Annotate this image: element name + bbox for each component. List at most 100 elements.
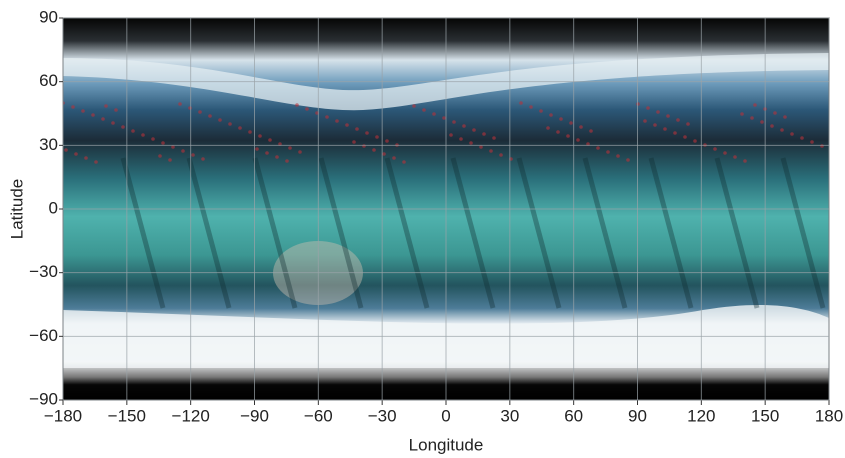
speckle (71, 105, 75, 109)
swath-stripe (252, 157, 298, 309)
speckle (345, 123, 349, 127)
speckle (64, 148, 68, 152)
speckle (285, 159, 289, 163)
speckle (626, 158, 630, 162)
speckle (168, 158, 172, 162)
speckle (482, 132, 486, 136)
speckle (94, 160, 98, 164)
speckle (111, 121, 115, 125)
speckle (362, 144, 366, 148)
speckle (549, 113, 553, 117)
x-tick-label: −60 (304, 406, 333, 425)
speckle (295, 103, 299, 107)
speckle (91, 113, 95, 117)
speckle (693, 139, 697, 143)
speckle (372, 148, 376, 152)
speckle (499, 153, 503, 157)
speckle (228, 122, 232, 126)
speckle (459, 137, 463, 141)
speckle (596, 146, 600, 150)
speckle (101, 117, 105, 121)
speckle (783, 115, 787, 119)
x-tick-label: −180 (44, 406, 82, 425)
y-tick-label: 90 (39, 7, 58, 26)
speckle (171, 145, 175, 149)
speckle (151, 137, 155, 141)
x-tick-label: −30 (368, 406, 397, 425)
speckle (492, 136, 496, 140)
speckle (666, 114, 670, 118)
speckle (539, 109, 543, 113)
speckle (556, 130, 560, 134)
speckle (208, 114, 212, 118)
y-axis-label: Latitude (7, 179, 26, 240)
swath-stripe (450, 157, 496, 309)
speckle (275, 155, 279, 159)
speckle (255, 147, 259, 151)
speckle (268, 138, 272, 142)
speckle (780, 128, 784, 132)
speckle (489, 149, 493, 153)
speckle (519, 101, 523, 105)
speckle (753, 103, 757, 107)
x-tick-label: 90 (628, 406, 647, 425)
speckle (402, 160, 406, 164)
speckle (673, 131, 677, 135)
speckle (713, 147, 717, 151)
speckle (335, 119, 339, 123)
x-tick-label: 120 (687, 406, 715, 425)
speckle (288, 146, 292, 150)
speckle (733, 155, 737, 159)
speckle (449, 133, 453, 137)
speckle (178, 102, 182, 106)
speckle (566, 134, 570, 138)
speckle (569, 121, 573, 125)
speckle (131, 129, 135, 133)
speckle (365, 131, 369, 135)
speckle (770, 124, 774, 128)
x-tick-label: −120 (172, 406, 210, 425)
speckle (810, 140, 814, 144)
speckle (723, 151, 727, 155)
speckle (158, 154, 162, 158)
speckle (355, 127, 359, 131)
speckle (579, 125, 583, 129)
speckle (643, 119, 647, 123)
speckle (653, 123, 657, 127)
y-tick-label: 30 (39, 135, 58, 154)
speckle (529, 105, 533, 109)
speckle (606, 150, 610, 154)
speckle (773, 111, 777, 115)
y-tick-label: 60 (39, 71, 58, 90)
speckle (141, 133, 145, 137)
speckle (743, 159, 747, 163)
speckle (683, 135, 687, 139)
speckle (375, 135, 379, 139)
x-tick-label: −150 (108, 406, 146, 425)
speckle (392, 156, 396, 160)
speckle (248, 130, 252, 134)
speckle (646, 106, 650, 110)
swath-stripe (318, 157, 364, 309)
speckle (800, 136, 804, 140)
x-axis-label: Longitude (409, 435, 484, 454)
swath-stripe (384, 157, 430, 309)
speckle (656, 110, 660, 114)
speckle (432, 112, 436, 116)
speckle (74, 152, 78, 156)
speckle (442, 116, 446, 120)
swath-stripe (120, 157, 166, 309)
speckle (84, 156, 88, 160)
x-tick-label: −90 (240, 406, 269, 425)
speckle (422, 108, 426, 112)
x-tick-label: 150 (751, 406, 779, 425)
speckle (81, 109, 85, 113)
speckle (352, 140, 356, 144)
speckle (676, 118, 680, 122)
y-tick-label: −90 (29, 389, 58, 408)
speckle (298, 150, 302, 154)
swath-stripe (516, 157, 562, 309)
speckle (616, 154, 620, 158)
y-tick-label: 0 (49, 198, 58, 217)
